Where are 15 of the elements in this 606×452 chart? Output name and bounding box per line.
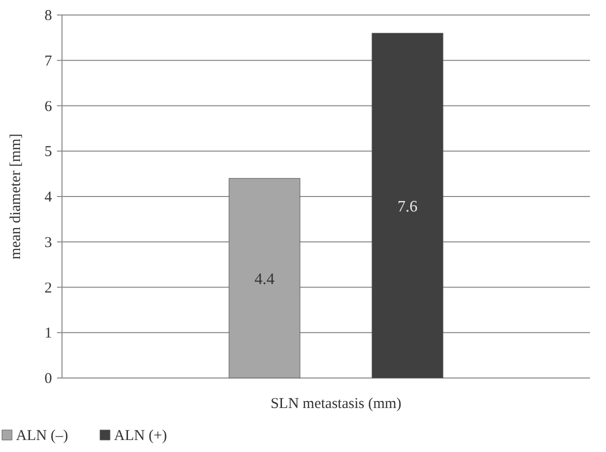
y-tick-label: 7	[44, 53, 52, 70]
data-label: 4.4	[254, 271, 274, 288]
y-tick-label: 2	[44, 280, 52, 296]
y-axis-title: mean diameter [mm]	[8, 134, 24, 260]
legend-label: ALN (–)	[16, 428, 68, 444]
y-tick-label: 1	[44, 326, 52, 342]
y-tick-label: 5	[44, 144, 52, 160]
y-tick-label: 3	[44, 234, 52, 251]
y-tick-label: 0	[44, 371, 52, 387]
legend-label: ALN (+)	[114, 428, 168, 444]
data-label: 7.6	[398, 198, 418, 216]
y-tick-label: 4	[44, 190, 52, 206]
y-tick-label: 8	[44, 8, 52, 24]
x-axis-title: SLN metastasis (mm)	[270, 396, 402, 412]
y-tick-label: 6	[44, 98, 52, 115]
